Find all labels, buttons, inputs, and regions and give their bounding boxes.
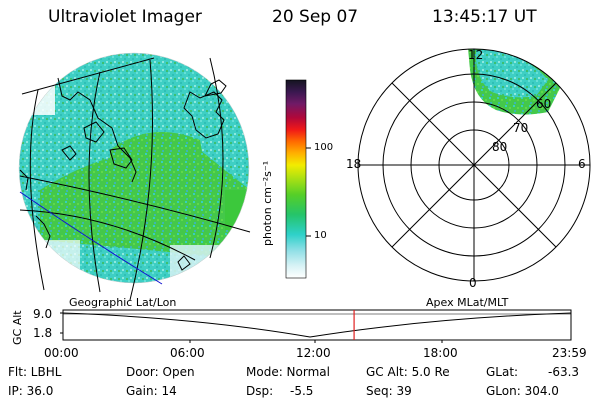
time-tick-0600: 06:00 bbox=[170, 346, 205, 360]
instrument-title: Ultraviolet Imager bbox=[48, 7, 202, 27]
alt-tick-1-8: 1.8 bbox=[33, 326, 53, 340]
status-glat-label: GLat: bbox=[486, 365, 519, 379]
time-tick-2359: 23:59 bbox=[552, 346, 587, 360]
colorbar-unit-label: photon cm⁻²s⁻¹ bbox=[261, 160, 274, 246]
mlt-label-18: 18 bbox=[346, 157, 362, 171]
mlt-label-6: 6 bbox=[578, 157, 586, 171]
time-tick-0000: 00:00 bbox=[44, 346, 79, 360]
time-tick-1800: 18:00 bbox=[423, 346, 458, 360]
status-glon: GLon: 304.0 bbox=[486, 384, 559, 398]
alt-tick-9: 9.0 bbox=[33, 307, 53, 321]
color-scale-bar bbox=[285, 79, 307, 279]
status-filter: Flt: LBHL bbox=[8, 365, 62, 379]
status-dsp-value: -5.5 bbox=[290, 384, 314, 398]
geo-blue-meridian bbox=[19, 191, 163, 285]
status-glat-value: -63.3 bbox=[548, 365, 580, 379]
geo-grid bbox=[19, 57, 251, 301]
status-mode: Mode: Normal bbox=[246, 365, 330, 379]
status-gain: Gain: 14 bbox=[126, 384, 177, 398]
polar-plot bbox=[357, 48, 591, 282]
mlat-label-60: 60 bbox=[536, 97, 552, 111]
colorbar-tick-10: 10 bbox=[314, 230, 327, 241]
mlt-label-0: 0 bbox=[469, 276, 477, 290]
mlt-label-12: 12 bbox=[468, 48, 484, 62]
status-dsp-label: Dsp: bbox=[246, 384, 274, 398]
mlat-label-80: 80 bbox=[492, 140, 508, 154]
status-seq: Seq: 39 bbox=[366, 384, 412, 398]
status-ip: IP: 36.0 bbox=[8, 384, 54, 398]
time-label: 13:45:17 UT bbox=[432, 7, 537, 27]
altitude-axis-label: GC Alt bbox=[11, 310, 24, 345]
status-gc-alt: GC Alt: 5.0 Re bbox=[366, 365, 450, 379]
mlat-label-70: 70 bbox=[513, 121, 529, 135]
colorbar-tick-100: 100 bbox=[314, 142, 334, 153]
geographic-label: Geographic Lat/Lon bbox=[69, 296, 177, 309]
apex-label: Apex MLat/MLT bbox=[426, 296, 509, 309]
coastlines bbox=[19, 77, 227, 271]
altitude-strip bbox=[60, 309, 572, 343]
time-tick-1200: 12:00 bbox=[296, 346, 331, 360]
date-label: 20 Sep 07 bbox=[272, 7, 359, 27]
status-door: Door: Open bbox=[126, 365, 195, 379]
